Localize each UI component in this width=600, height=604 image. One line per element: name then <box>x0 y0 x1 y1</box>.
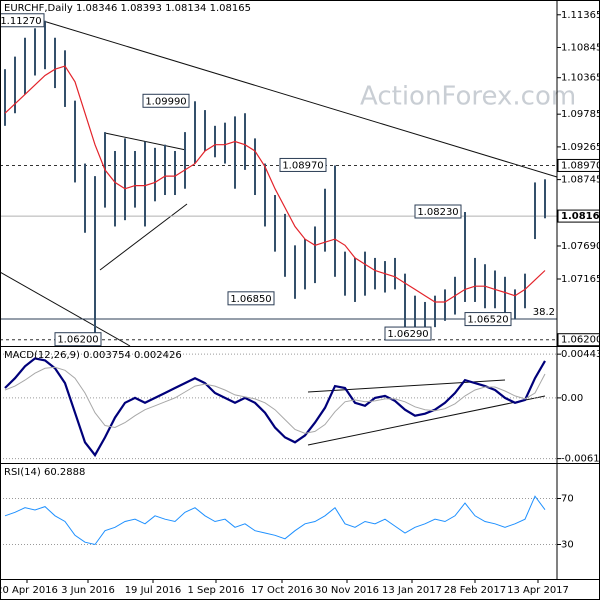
annotation-box <box>464 312 512 327</box>
annotation-box <box>384 326 432 341</box>
annotation-box <box>414 204 462 219</box>
y-tick-label: 1.11365 <box>561 10 600 21</box>
y-tick-label: 1.07165 <box>561 274 600 285</box>
x-tick-label: 20 Apr 2016 <box>0 585 58 596</box>
y-tick-label: -0.006156 <box>561 454 600 465</box>
annotation-label: 1.08970 <box>282 160 323 171</box>
rsi-title: RSI(14) 60.2888 <box>4 467 85 478</box>
y-tick-label: 1.07690 <box>561 241 600 252</box>
annotation-label: 1.11270 <box>0 16 41 27</box>
x-tick-label: 13 Jan 2017 <box>382 585 442 596</box>
price-level-box <box>557 158 600 172</box>
trend-line <box>0 271 131 347</box>
x-tick-label: 17 Oct 2016 <box>251 585 313 596</box>
x-tick-label: 3 Jun 2016 <box>61 585 115 596</box>
annotation-label: 1.08230 <box>417 207 458 218</box>
trend-line <box>99 203 188 271</box>
indicator-line <box>4 366 546 434</box>
trend-line <box>104 132 187 151</box>
chart-title: EURCHF,Daily 1.08346 1.08393 1.08134 1.0… <box>4 3 251 14</box>
y-tick-label: 1.10845 <box>561 42 600 53</box>
macd-title: MACD(12,26,9) 0.003754 0.002426 <box>4 350 182 361</box>
price-level-label: 1.08970 <box>561 160 600 171</box>
indicator-line <box>4 495 546 546</box>
moving-average <box>4 65 546 303</box>
y-tick-label: 1.09265 <box>561 142 600 153</box>
annotation-label: 1.09990 <box>145 96 186 107</box>
x-tick-label: 1 Sep 2016 <box>187 585 244 596</box>
y-tick-label: 1.10365 <box>561 73 600 84</box>
y-tick-label: 0.004435 <box>561 349 600 360</box>
price-level-box <box>557 333 600 347</box>
annotation-box <box>142 93 190 108</box>
y-tick-label: 1.08745 <box>561 175 600 186</box>
annotation-label: 1.06850 <box>230 294 271 305</box>
annotation-box <box>0 13 45 28</box>
trend-line <box>39 19 558 178</box>
watermark: ActionForex.com <box>360 82 576 112</box>
x-tick-label: 19 Jul 2016 <box>125 585 182 596</box>
y-tick-label: 30 <box>561 540 574 551</box>
annotation-box <box>227 291 275 306</box>
x-tick-label: 13 Apr 2017 <box>507 585 569 596</box>
price-level-box <box>557 209 600 223</box>
annotation-box <box>54 332 102 347</box>
price-level-label: 1.06200 <box>561 335 600 346</box>
annotation-label: 1.06200 <box>57 335 98 346</box>
annotation-box <box>279 157 327 172</box>
indicator-line <box>4 357 546 458</box>
annotation-label: 1.06520 <box>467 315 508 326</box>
y-tick-label: 0.00 <box>561 393 583 404</box>
annotation-label: 1.06290 <box>387 329 428 340</box>
y-tick-label: 1.09785 <box>561 109 600 120</box>
x-tick-label: 28 Feb 2017 <box>444 585 506 596</box>
x-tick-label: 30 Nov 2016 <box>315 585 379 596</box>
y-tick-label: 70 <box>561 494 574 505</box>
plot-area: 1.11365 1.10845 1.10365 1.09785 1.09265 1.087… <box>0 10 600 596</box>
price-level-label: 1.08165 <box>561 211 600 222</box>
fib-label: 38.2 <box>533 307 555 318</box>
trend-line <box>307 395 546 446</box>
